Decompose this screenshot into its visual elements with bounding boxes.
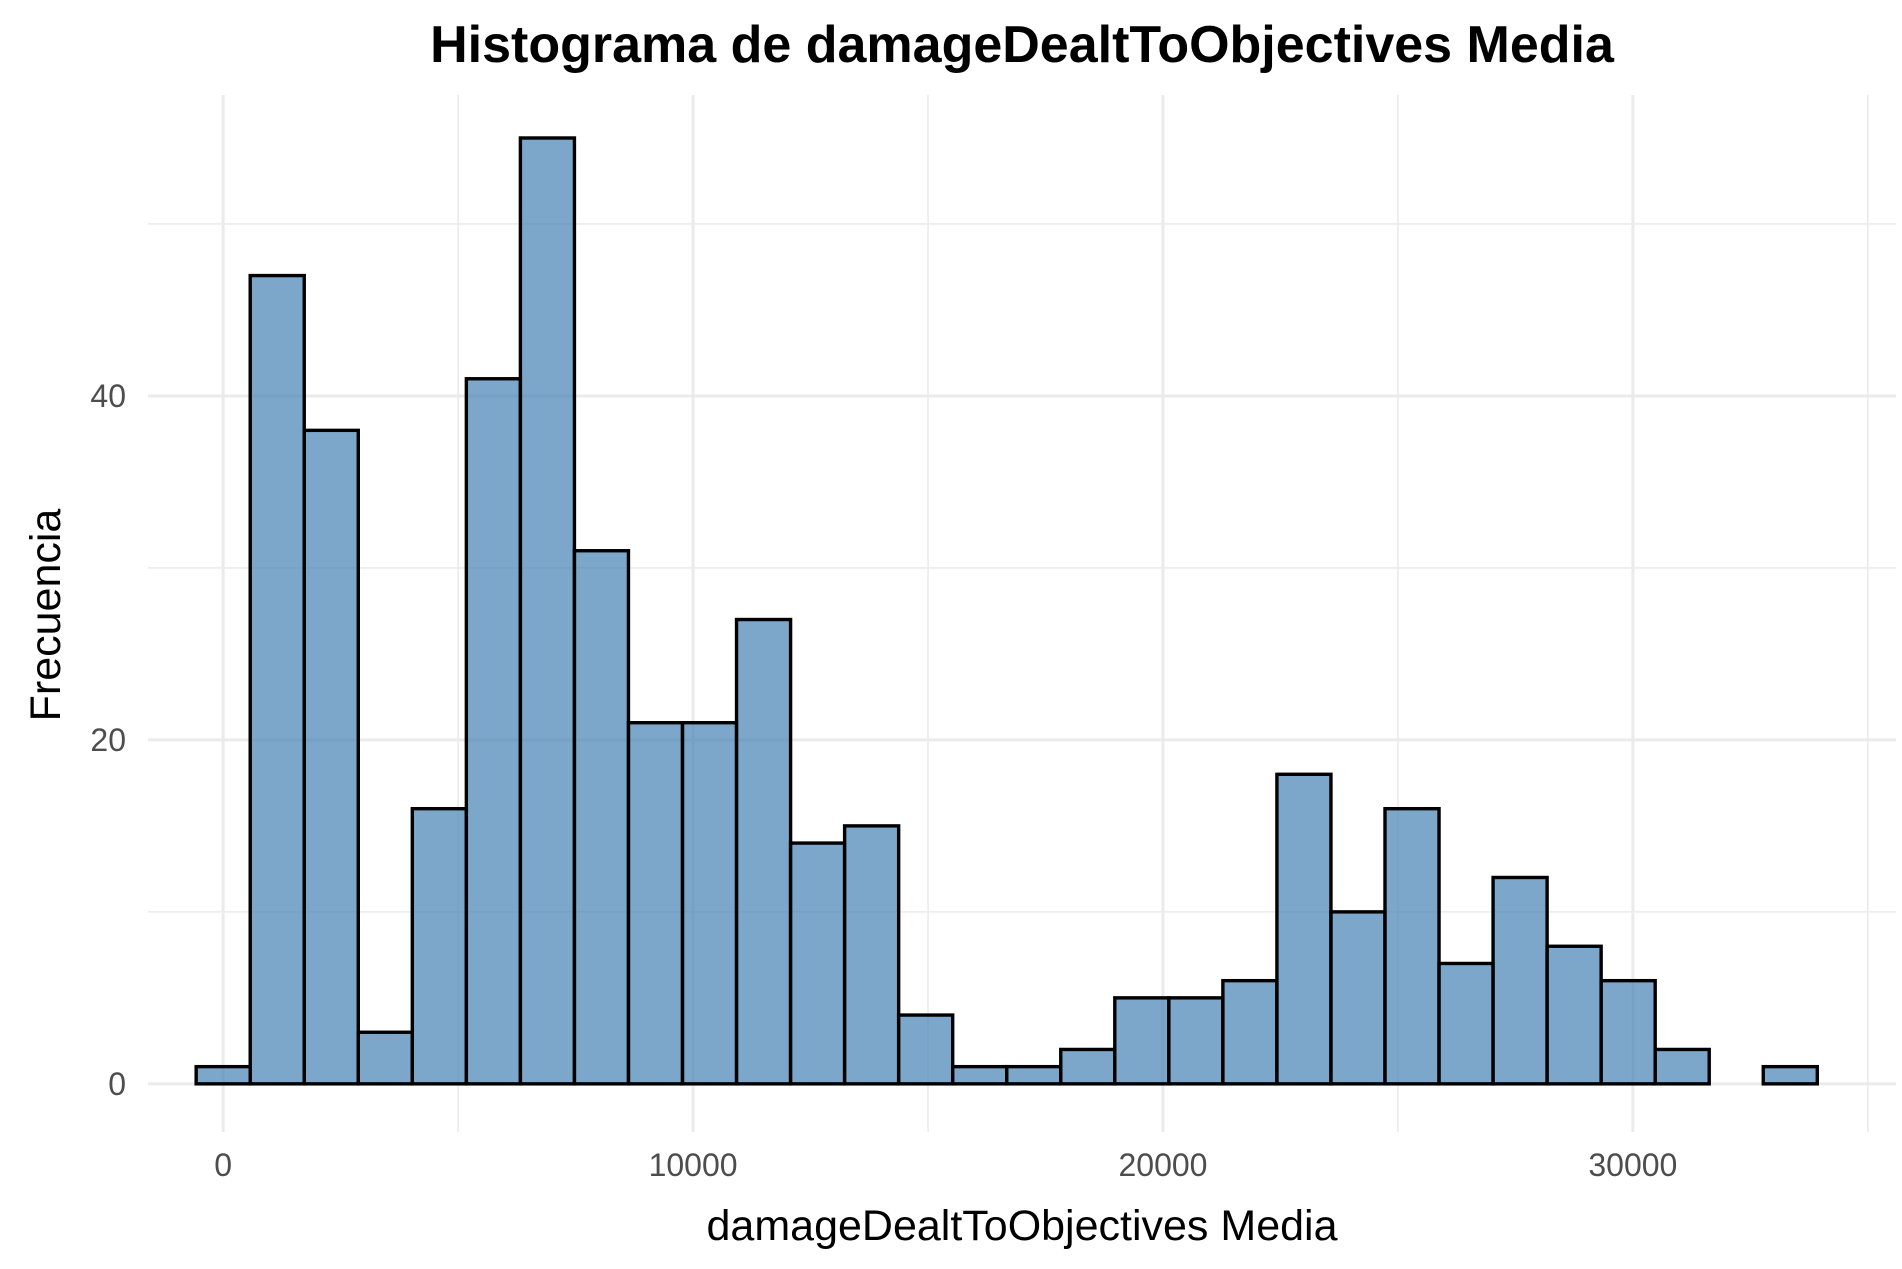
histogram-bar [950, 1064, 1009, 1086]
histogram-bar [1005, 1064, 1063, 1086]
histogram-bar [1761, 1064, 1819, 1086]
histogram-bar [626, 721, 685, 1086]
histogram-bar [1383, 806, 1441, 1086]
grid [148, 95, 1896, 1132]
histogram-bar [1491, 875, 1549, 1086]
histogram-bar [1545, 944, 1603, 1086]
histogram-bar [896, 1013, 955, 1086]
y-tick-label: 40 [90, 378, 126, 414]
histogram-bar [356, 1030, 415, 1086]
histogram-bars [194, 136, 1819, 1086]
histogram-bar [734, 617, 793, 1086]
x-tick-label: 10000 [649, 1147, 738, 1183]
x-tick-label: 30000 [1588, 1147, 1677, 1183]
y-axis-label: Frecuencia [22, 509, 70, 722]
histogram-bar [842, 824, 901, 1086]
histogram-bar [1653, 1047, 1711, 1086]
histogram-bar [1329, 910, 1387, 1086]
histogram-bar [680, 721, 739, 1086]
histogram-bar [194, 1064, 252, 1086]
histogram-bar [1437, 961, 1495, 1086]
histogram-bar [1599, 978, 1657, 1086]
histogram-bar [1275, 772, 1333, 1086]
y-tick-label: 0 [108, 1066, 126, 1102]
x-tick-label: 20000 [1118, 1147, 1207, 1183]
histogram-bar [1221, 978, 1279, 1086]
histogram-bar [1167, 996, 1225, 1086]
histogram-bar [1113, 996, 1171, 1086]
histogram-bar [518, 136, 577, 1086]
histogram-bar [572, 549, 631, 1086]
histogram-bar [410, 806, 469, 1086]
x-axis-ticks: 0 10000 20000 30000 [214, 1147, 1677, 1183]
chart-title: Histograma de damageDealtToObjectives Me… [430, 16, 1615, 74]
x-tick-label: 0 [214, 1147, 232, 1183]
histogram-bar [248, 273, 306, 1086]
histogram-bar [302, 428, 360, 1086]
histogram-bar [464, 377, 523, 1086]
y-axis-ticks: 0 20 40 [90, 378, 126, 1102]
y-tick-label: 20 [90, 722, 126, 758]
histogram-bar [1059, 1047, 1117, 1086]
x-axis-label: damageDealtToObjectives Media [707, 1202, 1338, 1250]
histogram-bar [788, 841, 847, 1086]
